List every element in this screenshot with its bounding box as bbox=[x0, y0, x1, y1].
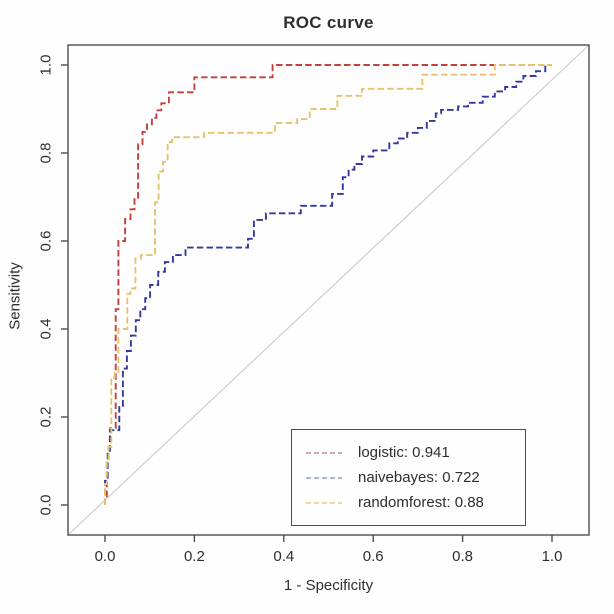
y-axis-label: Sensitivity bbox=[6, 262, 24, 330]
x-tick-label: 0.8 bbox=[452, 548, 473, 565]
legend-label-naivebayes: naivebayes: 0.722 bbox=[358, 469, 480, 486]
legend-item-logistic: logistic: 0.941 bbox=[306, 443, 525, 462]
y-tick-label: 0.8 bbox=[38, 143, 55, 164]
diagonal-reference-line bbox=[67, 44, 590, 536]
x-tick-label: 0.0 bbox=[95, 548, 116, 565]
y-tick-label: 0.2 bbox=[38, 407, 55, 428]
x-axis-label: 1 - Specificity bbox=[283, 577, 374, 594]
legend-swatch-randomforest bbox=[306, 501, 342, 504]
legend-swatch-naivebayes bbox=[306, 476, 342, 479]
roc-curve-naivebayes bbox=[104, 64, 552, 505]
legend-item-naivebayes: naivebayes: 0.722 bbox=[306, 468, 525, 487]
x-tick-label: 0.2 bbox=[184, 548, 205, 565]
y-tick-label: 0.6 bbox=[38, 231, 55, 252]
legend-label-randomforest: randomforest: 0.88 bbox=[358, 494, 484, 511]
y-tick-label: 0.0 bbox=[38, 495, 55, 516]
chart-title: ROC curve bbox=[283, 13, 374, 32]
y-tick-label: 1.0 bbox=[38, 55, 55, 76]
legend-swatch-logistic bbox=[306, 451, 342, 454]
x-tick-label: 0.6 bbox=[363, 548, 384, 565]
plot-box bbox=[67, 44, 590, 536]
roc-curve-randomforest bbox=[104, 64, 552, 505]
legend-label-logistic: logistic: 0.941 bbox=[358, 444, 450, 461]
legend: logistic: 0.941 naivebayes: 0.722 random… bbox=[291, 429, 526, 526]
y-tick-label: 0.4 bbox=[38, 319, 55, 340]
legend-item-randomforest: randomforest: 0.88 bbox=[306, 493, 525, 512]
x-tick-label: 1.0 bbox=[542, 548, 563, 565]
x-tick-label: 0.4 bbox=[273, 548, 294, 565]
